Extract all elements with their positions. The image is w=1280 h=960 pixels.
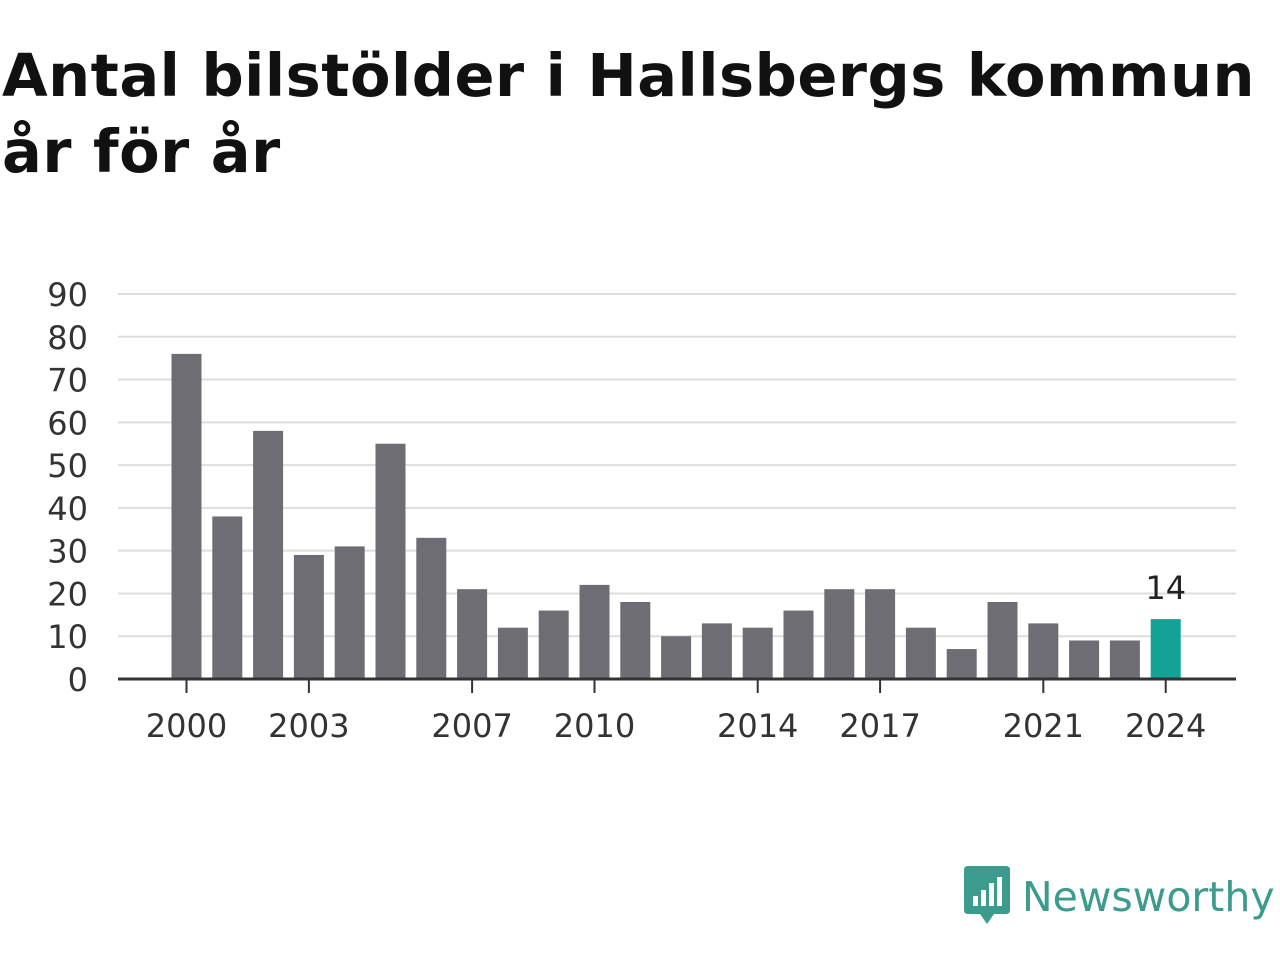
x-axis: 2000 2003 2007 2010 2014 2017 2021 2024 xyxy=(118,677,1236,745)
bar-2017 xyxy=(865,589,896,679)
bar-2008 xyxy=(497,627,528,679)
bar-2013 xyxy=(701,623,732,679)
grid-lines xyxy=(118,293,1236,638)
x-tick-label: 2017 xyxy=(839,707,920,745)
bar-2021 xyxy=(1028,623,1059,679)
bars xyxy=(171,353,1181,679)
data-label-2024: 14 xyxy=(1145,569,1186,607)
bar-2002 xyxy=(253,430,284,679)
bar-2007 xyxy=(457,589,488,679)
brand-logo: Newsworthy xyxy=(962,862,1275,932)
x-tick-label: 2010 xyxy=(554,707,635,745)
data-labels: 14 xyxy=(1145,569,1186,607)
bar-2024 xyxy=(1150,619,1181,679)
x-tick-label: 2024 xyxy=(1125,707,1206,745)
y-tick-label: 50 xyxy=(47,447,88,485)
bar-2004 xyxy=(334,546,365,679)
bar-2020 xyxy=(987,602,1018,679)
y-tick-label: 10 xyxy=(47,618,88,656)
bar-2016 xyxy=(824,589,855,679)
bar-2005 xyxy=(375,443,406,679)
y-tick-label: 60 xyxy=(47,404,88,442)
bar-2001 xyxy=(212,516,243,679)
y-tick-label: 0 xyxy=(68,661,88,699)
bar-2019 xyxy=(946,649,977,679)
bar-2006 xyxy=(416,537,447,679)
bar-2018 xyxy=(905,627,936,679)
bar-2000 xyxy=(171,353,202,679)
bar-2010 xyxy=(579,584,610,679)
bar-2022 xyxy=(1069,640,1100,679)
bar-2011 xyxy=(620,602,651,679)
chart-title: Antal bilstölder i Hallsbergs kommun år … xyxy=(2,41,1255,186)
bar-2014 xyxy=(742,627,773,679)
y-tick-label: 70 xyxy=(47,362,88,400)
x-tick-label: 2007 xyxy=(431,707,512,745)
newsworthy-logo-icon xyxy=(964,866,1010,924)
x-tick-label: 2014 xyxy=(717,707,798,745)
brand-name: Newsworthy xyxy=(1022,873,1275,921)
y-tick-label: 80 xyxy=(47,319,88,357)
bar-2015 xyxy=(783,610,814,679)
bar-2003 xyxy=(293,554,324,679)
y-tick-label: 20 xyxy=(47,575,88,613)
y-axis-ticks: 0 10 20 30 40 50 60 70 80 90 xyxy=(47,276,88,699)
x-tick-label: 2021 xyxy=(1003,707,1084,745)
y-tick-label: 90 xyxy=(47,276,88,314)
bar-2012 xyxy=(661,636,692,679)
bar-2023 xyxy=(1109,640,1140,679)
y-tick-label: 30 xyxy=(47,533,88,571)
x-tick-label: 2003 xyxy=(268,707,349,745)
bar-2009 xyxy=(538,610,569,679)
y-tick-label: 40 xyxy=(47,490,88,528)
x-tick-label: 2000 xyxy=(146,707,227,745)
